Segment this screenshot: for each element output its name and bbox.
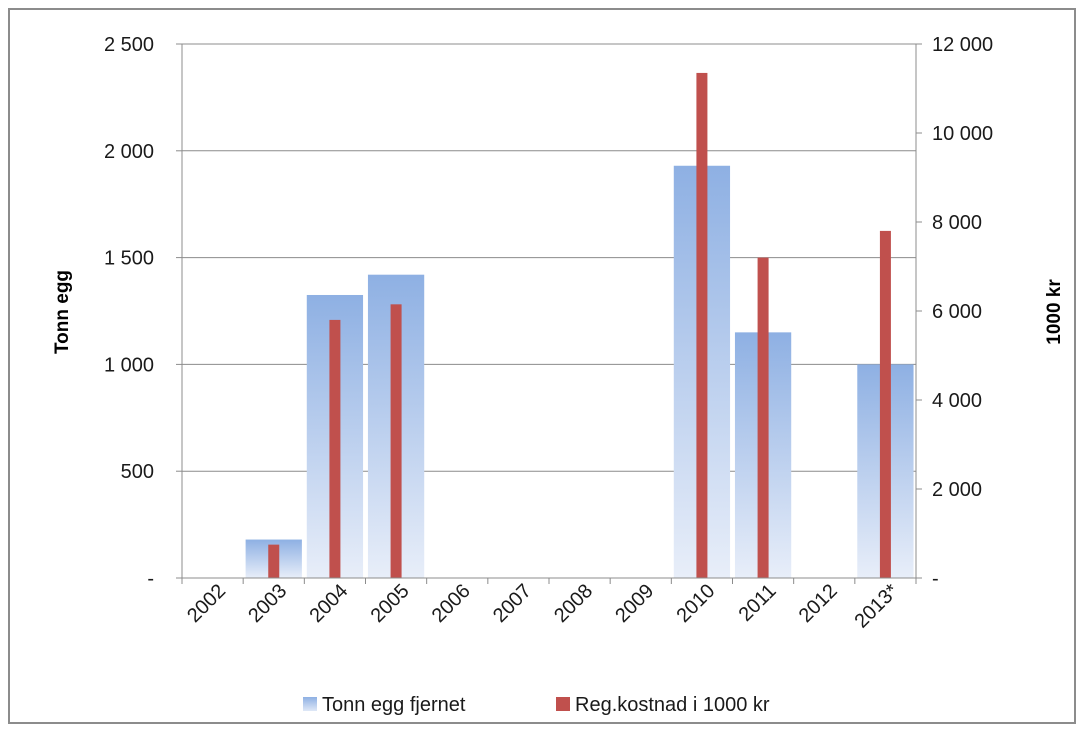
x-axis-ticks: 2002 2003 2004 2005 2006 2007 2008 2009 2010 2011… (181, 578, 917, 633)
series-reg-kostnad-bars (268, 72, 891, 579)
right-tick-label: 12 000 (932, 34, 993, 56)
legend-label-reg-kostnad: Reg.kostnad i 1000 kr (575, 694, 770, 716)
legend: Tonn egg fjernet Reg.kostnad i 1000 kr (303, 694, 770, 716)
x-tick-label: 2002 (183, 580, 230, 627)
right-axis-title: 1000 kr (1044, 279, 1065, 345)
right-tick-label: 6 000 (932, 301, 982, 323)
left-tick-label: - (147, 568, 154, 590)
right-tick-label: - (932, 568, 939, 590)
bar-reg-kostnad-2005 (390, 304, 402, 578)
right-tick-label: 10 000 (932, 123, 993, 145)
bar-reg-kostnad-2003 (268, 544, 280, 578)
bar-reg-kostnad-2010 (696, 72, 708, 579)
left-axis-ticks: - 500 1 000 1 500 2 000 2 500 (104, 34, 182, 590)
left-axis-title: Tonn egg (52, 270, 73, 354)
left-tick-label: 2 500 (104, 34, 154, 56)
series-tonn-egg-bars (245, 165, 914, 578)
left-tick-label: 2 000 (104, 141, 154, 163)
x-tick-label: 2013* (850, 580, 903, 633)
right-tick-label: 8 000 (932, 212, 982, 234)
x-tick-label: 2010 (672, 580, 719, 627)
x-tick-label: 2006 (428, 580, 475, 627)
axes (181, 44, 917, 579)
x-tick-label: 2003 (244, 580, 291, 627)
left-tick-label: 1 500 (104, 248, 154, 270)
right-axis-ticks: - 2 000 4 000 6 000 8 000 10 000 12 000 (916, 34, 993, 590)
legend-label-tonn-egg: Tonn egg fjernet (322, 694, 466, 716)
x-tick-label: 2008 (550, 580, 597, 627)
bar-reg-kostnad-2013* (879, 230, 891, 578)
left-tick-label: 1 000 (104, 354, 154, 376)
left-tick-label: 500 (121, 461, 154, 483)
x-tick-label: 2007 (489, 580, 536, 627)
legend-swatch-tonn-egg (303, 697, 317, 711)
bar-reg-kostnad-2004 (329, 319, 341, 578)
bar-reg-kostnad-2011 (757, 257, 769, 578)
right-tick-label: 2 000 (932, 479, 982, 501)
x-tick-label: 2011 (735, 580, 781, 626)
gridlines (182, 43, 916, 472)
x-tick-label: 2009 (611, 580, 658, 627)
legend-swatch-reg-kostnad (556, 697, 570, 711)
x-tick-label: 2005 (367, 580, 414, 627)
x-tick-label: 2012 (795, 580, 842, 627)
x-tick-label: 2004 (305, 580, 352, 627)
right-tick-label: 4 000 (932, 390, 982, 412)
